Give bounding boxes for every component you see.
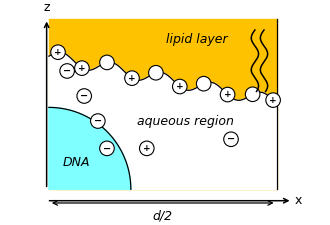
Text: −: − <box>227 134 235 144</box>
Text: +: + <box>269 96 277 105</box>
Circle shape <box>266 93 280 107</box>
Text: +: + <box>176 82 183 91</box>
Text: DNA: DNA <box>62 155 90 169</box>
Polygon shape <box>49 19 277 189</box>
Text: +: + <box>224 90 231 99</box>
Text: lipid layer: lipid layer <box>166 33 228 46</box>
Circle shape <box>220 87 235 102</box>
Text: −: − <box>80 91 88 101</box>
Circle shape <box>75 61 89 75</box>
Circle shape <box>60 64 74 78</box>
Circle shape <box>100 141 114 156</box>
Text: −: − <box>94 116 102 126</box>
Circle shape <box>77 89 91 103</box>
Text: aqueous region: aqueous region <box>137 115 234 128</box>
Polygon shape <box>49 52 277 189</box>
Text: +: + <box>78 64 86 73</box>
Polygon shape <box>49 107 131 189</box>
Circle shape <box>196 76 211 91</box>
Text: x: x <box>295 194 302 207</box>
Text: d/2: d/2 <box>153 210 173 223</box>
Circle shape <box>140 141 154 156</box>
Text: −: − <box>63 66 71 76</box>
Circle shape <box>173 79 187 94</box>
Circle shape <box>245 87 260 101</box>
Text: −: − <box>103 143 111 153</box>
Circle shape <box>148 65 163 80</box>
Circle shape <box>100 55 114 70</box>
Circle shape <box>224 132 238 146</box>
Text: z: z <box>43 1 50 14</box>
Circle shape <box>51 45 65 59</box>
Text: +: + <box>54 48 62 57</box>
Circle shape <box>125 71 139 86</box>
Circle shape <box>90 114 105 128</box>
Text: +: + <box>128 74 136 83</box>
Text: +: + <box>143 144 150 153</box>
